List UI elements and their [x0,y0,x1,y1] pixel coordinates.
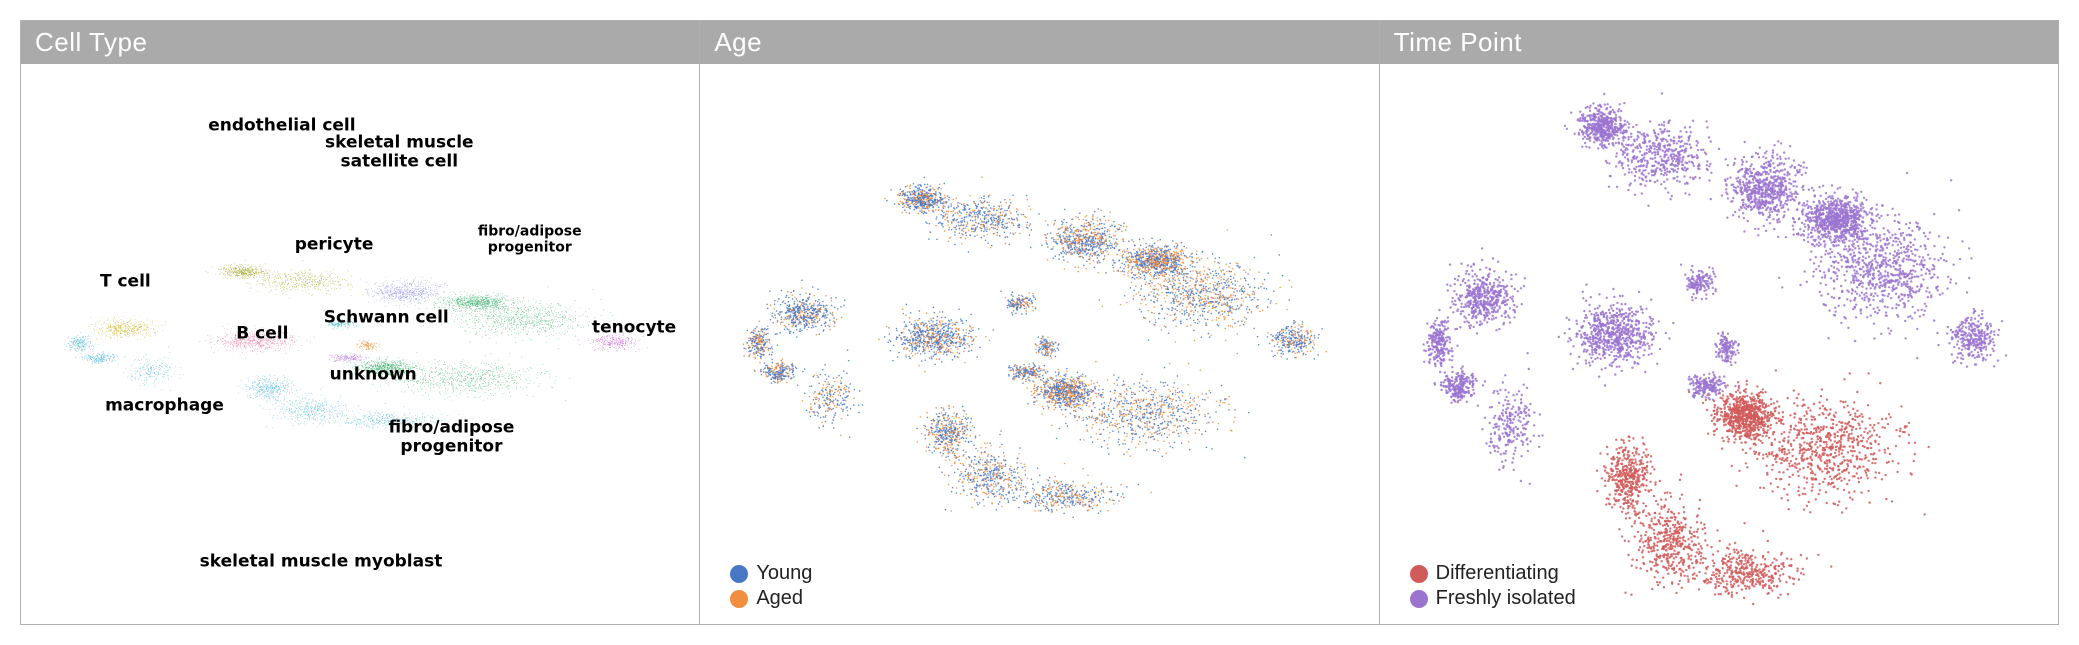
panel-title: Time Point [1380,21,2058,64]
legend-item: Freshly isolated [1410,587,1576,610]
legend-swatch [1410,590,1428,608]
legend-item: Young [730,562,812,585]
panel-body: endothelial cellskeletal muscle satellit… [21,64,699,624]
legend-label: Differentiating [1436,562,1559,585]
legend-swatch [730,565,748,583]
legend-label: Aged [756,587,803,610]
panel-celltype: Cell Typeendothelial cellskeletal muscle… [20,20,700,625]
legend-swatch [730,590,748,608]
scatter-plot [700,64,1378,624]
legend-item: Differentiating [1410,562,1576,585]
legend-label: Freshly isolated [1436,587,1576,610]
panel-age: Age YoungAged [700,20,1379,625]
panel-title: Cell Type [21,21,699,64]
figure-panels: Cell Typeendothelial cellskeletal muscle… [20,20,2059,625]
legend-label: Young [756,562,812,585]
scatter-plot [1380,64,2058,624]
legend: YoungAged [730,560,812,610]
panel-title: Age [700,21,1378,64]
panel-body: DifferentiatingFreshly isolated [1380,64,2058,624]
legend-item: Aged [730,587,812,610]
legend-swatch [1410,565,1428,583]
panel-timepoint: Time Point DifferentiatingFreshly isolate… [1380,20,2059,625]
panel-body: YoungAged [700,64,1378,624]
scatter-plot [21,64,699,624]
legend: DifferentiatingFreshly isolated [1410,560,1576,610]
